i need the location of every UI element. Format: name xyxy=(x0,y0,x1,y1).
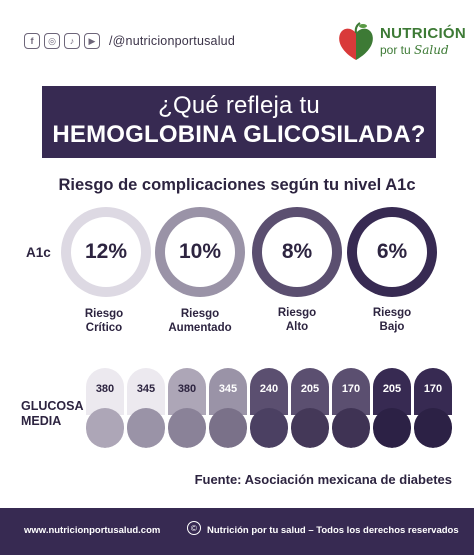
glucosa-value: 170 xyxy=(414,368,452,415)
glucosa-value: 380 xyxy=(86,368,124,415)
glucosa-column: 380 xyxy=(168,368,206,448)
risk-line2: Alto xyxy=(285,321,309,333)
glucosa-column: 205 xyxy=(373,368,411,448)
glucosa-value: 205 xyxy=(373,368,411,415)
social-handle: /@nutricionportusalud xyxy=(109,34,235,48)
tiktok-icon[interactable]: ♪ xyxy=(64,33,80,49)
risk-line2: Crítico xyxy=(85,322,123,334)
heart-apple-icon xyxy=(339,22,373,60)
a1c-ring-10: 10% xyxy=(155,207,245,297)
footer: www.nutricionportusalud.com © Nutrición … xyxy=(0,508,474,555)
a1c-label: A1c xyxy=(26,245,51,260)
a1c-value: 10% xyxy=(165,217,235,287)
glucosa-column: 380 xyxy=(86,368,124,448)
risk-line2: Bajo xyxy=(379,321,405,333)
glucosa-column-base xyxy=(127,408,165,448)
glucosa-column-base xyxy=(250,408,288,448)
glucosa-column-base xyxy=(414,408,452,448)
brand-logo: NUTRICIÓN por tu Salud xyxy=(336,22,466,62)
risk-line1: Riesgo xyxy=(84,308,124,320)
copyright-text: Nutrición por tu salud – Todos los derec… xyxy=(207,525,459,536)
glucosa-column: 170 xyxy=(414,368,452,448)
logo-sub-script: Salud xyxy=(414,43,449,57)
risk-label-aumentado: Riesgo Aumentado xyxy=(150,307,250,335)
glucosa-column: 345 xyxy=(209,368,247,448)
glucosa-column-base xyxy=(168,408,206,448)
glucosa-value: 380 xyxy=(168,368,206,415)
title-banner: ¿Qué refleja tu HEMOGLOBINA GLICOSILADA? xyxy=(42,86,436,158)
subtitle: Riesgo de complicaciones según tu nivel … xyxy=(58,176,416,194)
a1c-ring-6: 6% xyxy=(347,207,437,297)
facebook-icon[interactable]: f xyxy=(24,33,40,49)
glucosa-value: 345 xyxy=(209,368,247,415)
glucosa-column: 240 xyxy=(250,368,288,448)
glucosa-value: 170 xyxy=(332,368,370,415)
glucosa-column-base xyxy=(209,408,247,448)
source-note: Fuente: Asociación mexicana de diabetes xyxy=(194,472,452,487)
risk-line1: Riesgo xyxy=(180,308,220,320)
copyright-icon: © xyxy=(187,521,201,535)
glucosa-label: GLUCOSA MEDIA xyxy=(21,399,84,429)
a1c-value: 12% xyxy=(71,217,141,287)
risk-line1: Riesgo xyxy=(372,307,412,319)
a1c-ring-12: 12% xyxy=(61,207,151,297)
social-icons: f ◎ ♪ ▶ xyxy=(24,33,100,49)
risk-label-bajo: Riesgo Bajo xyxy=(342,306,442,334)
logo-subtitle: por tu Salud xyxy=(380,43,449,57)
title-line2: HEMOGLOBINA GLICOSILADA? xyxy=(52,121,426,148)
instagram-icon[interactable]: ◎ xyxy=(44,33,60,49)
glucosa-column: 205 xyxy=(291,368,329,448)
glucosa-column-base xyxy=(373,408,411,448)
risk-line1: Riesgo xyxy=(277,307,317,319)
glucosa-value: 345 xyxy=(127,368,165,415)
title-line1: ¿Qué refleja tu xyxy=(158,92,320,119)
logo-title: NUTRICIÓN xyxy=(380,25,467,42)
risk-line2: Aumentado xyxy=(168,322,232,334)
a1c-value: 8% xyxy=(262,217,332,287)
risk-label-critico: Riesgo Crítico xyxy=(54,307,154,335)
glucosa-value: 240 xyxy=(250,368,288,415)
glucosa-column-base xyxy=(291,408,329,448)
glucosa-column: 345 xyxy=(127,368,165,448)
website-link[interactable]: www.nutricionportusalud.com xyxy=(24,525,161,536)
glucosa-label-line2: MEDIA xyxy=(21,414,62,428)
glucosa-label-line1: GLUCOSA xyxy=(21,399,84,413)
glucosa-value: 205 xyxy=(291,368,329,415)
youtube-icon[interactable]: ▶ xyxy=(84,33,100,49)
glucosa-column-base xyxy=(332,408,370,448)
glucosa-column: 170 xyxy=(332,368,370,448)
risk-label-alto: Riesgo Alto xyxy=(247,306,347,334)
a1c-value: 6% xyxy=(357,217,427,287)
glucosa-column-base xyxy=(86,408,124,448)
a1c-ring-8: 8% xyxy=(252,207,342,297)
logo-sub-prefix: por tu xyxy=(380,43,411,57)
